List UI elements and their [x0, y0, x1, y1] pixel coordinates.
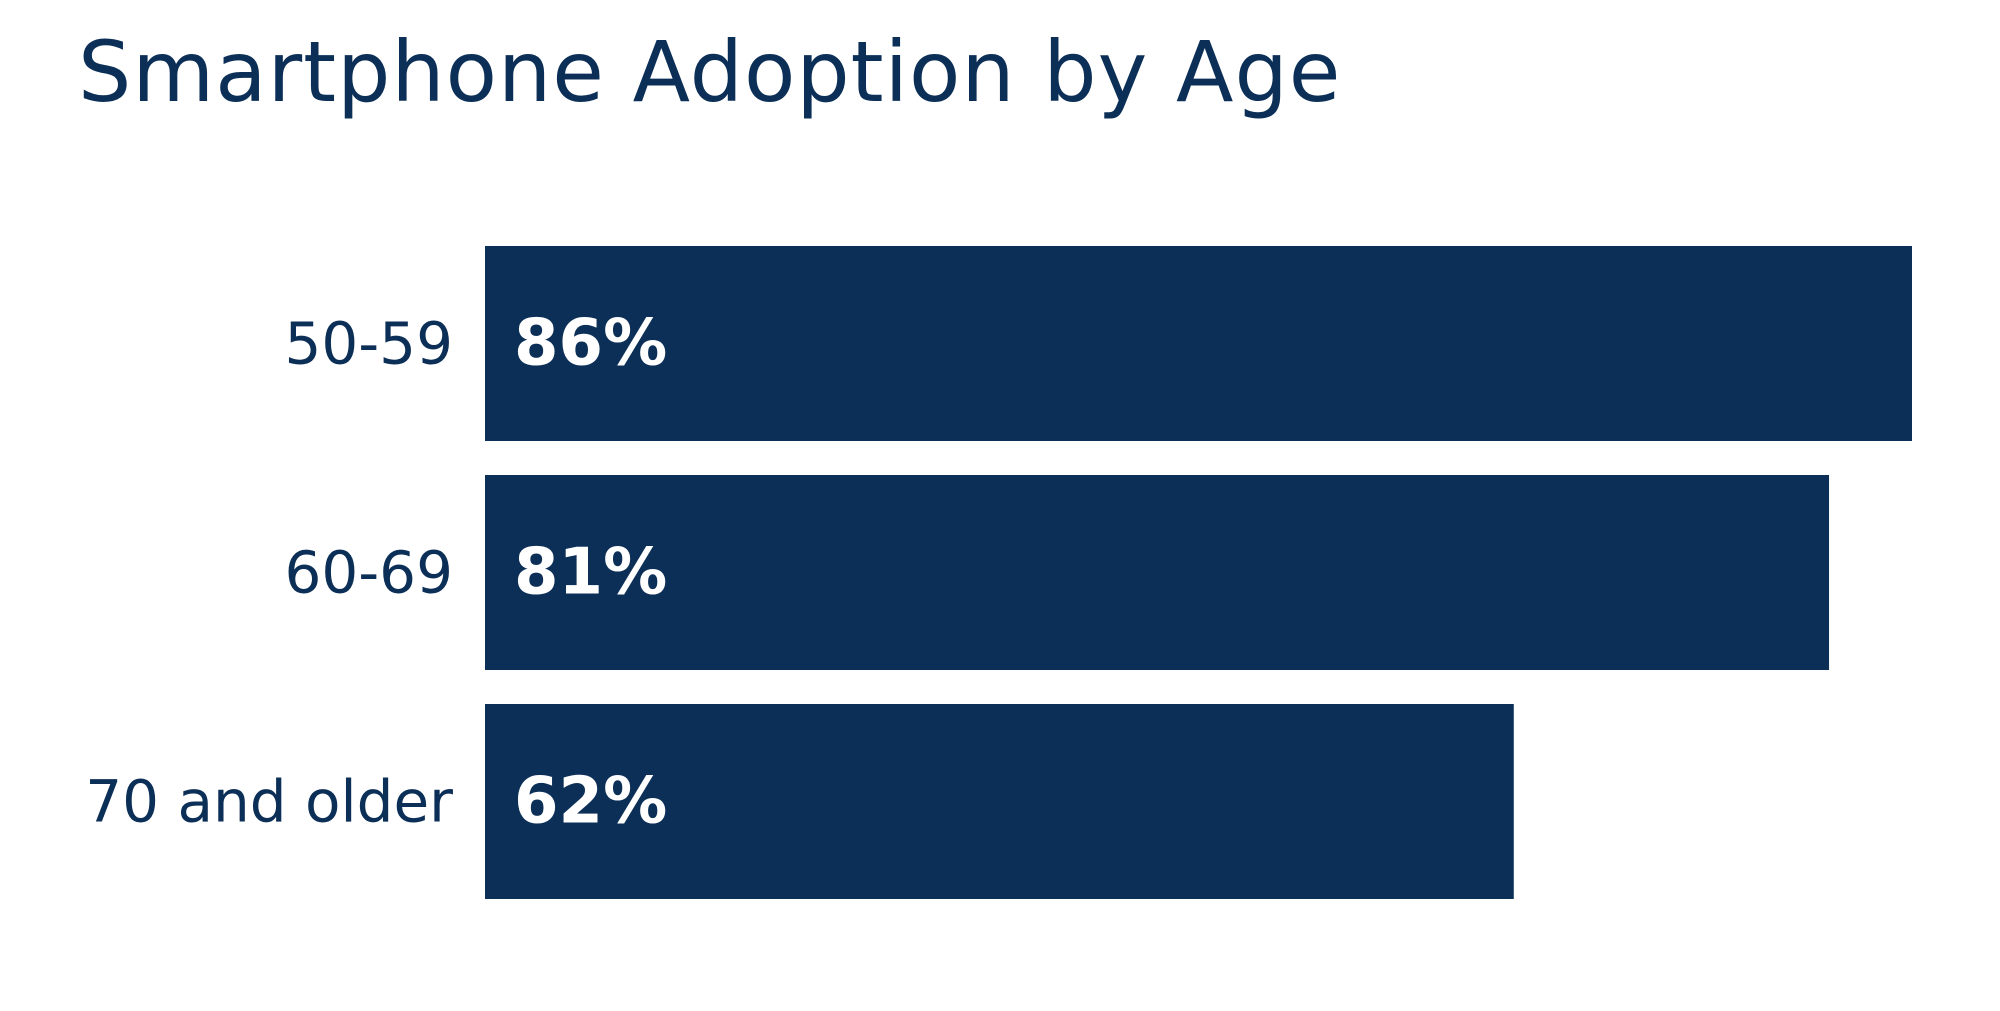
bar-70-and-older — [485, 704, 1514, 899]
bar-50-59 — [485, 246, 1912, 441]
value-label: 62% — [514, 765, 667, 839]
category-label: 50-59 — [284, 310, 453, 378]
bar-60-69 — [485, 475, 1830, 670]
category-label: 60-69 — [284, 539, 453, 607]
value-label: 81% — [514, 536, 667, 610]
value-label: 86% — [514, 307, 667, 381]
category-label: 70 and older — [85, 768, 453, 836]
chart-title: Smartphone Adoption by Age — [78, 23, 1342, 121]
